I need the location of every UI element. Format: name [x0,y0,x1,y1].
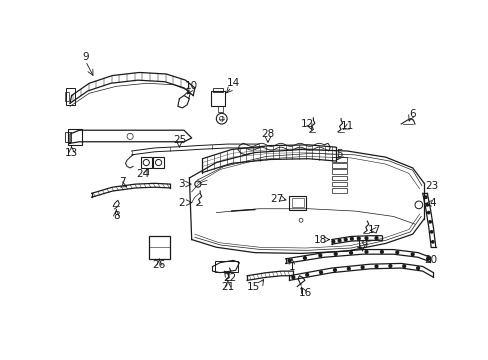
Circle shape [287,259,290,262]
Text: 13: 13 [65,148,78,158]
Circle shape [374,265,377,268]
Bar [291,198,304,207]
Circle shape [346,267,349,270]
Bar [289,195,306,210]
Text: 25: 25 [172,135,185,145]
Circle shape [305,274,308,276]
Bar [331,176,346,180]
Text: 7: 7 [119,177,125,187]
Bar [64,92,68,101]
Text: 21: 21 [221,282,234,292]
Text: 3: 3 [178,179,184,189]
Text: 9: 9 [82,52,89,62]
Text: 4: 4 [428,198,435,208]
Text: 11: 11 [340,121,353,131]
Text: 15: 15 [246,282,260,292]
Bar [331,188,346,193]
Circle shape [344,238,346,241]
Circle shape [426,204,427,206]
Bar [331,163,346,168]
Circle shape [374,237,377,239]
Text: 18: 18 [313,235,326,244]
Text: 22: 22 [223,273,236,283]
Circle shape [426,257,428,260]
Circle shape [395,251,398,254]
Circle shape [338,239,340,242]
Circle shape [402,265,405,267]
Bar [331,157,346,162]
Text: 26: 26 [152,260,165,270]
Circle shape [431,241,433,243]
Circle shape [303,257,305,260]
Text: 19: 19 [355,240,368,250]
Bar [331,182,346,186]
Circle shape [416,267,419,270]
Circle shape [319,271,322,274]
Text: 17: 17 [367,225,380,235]
Circle shape [388,265,391,267]
Bar [68,130,81,145]
Text: 10: 10 [185,81,198,91]
Bar [214,261,238,272]
Text: 5: 5 [336,149,342,159]
Bar [148,236,170,259]
Circle shape [365,237,367,239]
Bar [210,91,224,106]
Text: 2: 2 [178,198,184,208]
Text: 12: 12 [300,119,313,129]
Circle shape [318,254,321,257]
Circle shape [429,231,432,233]
Bar [331,170,346,174]
Text: 24: 24 [136,169,149,179]
Circle shape [357,237,360,240]
Bar [66,88,75,105]
Circle shape [424,196,426,198]
Text: 1: 1 [288,261,295,271]
Circle shape [291,276,294,279]
Circle shape [350,237,352,240]
Text: 20: 20 [423,255,436,265]
Circle shape [410,253,413,256]
Text: 27: 27 [269,194,283,204]
Circle shape [331,240,334,243]
Text: 8: 8 [113,211,119,221]
Text: 6: 6 [408,109,415,119]
Circle shape [361,266,363,269]
Circle shape [428,221,430,223]
Bar [213,88,222,93]
Circle shape [380,251,383,253]
Circle shape [333,269,336,271]
Circle shape [365,251,367,253]
Bar [218,106,222,112]
Text: 16: 16 [299,288,312,298]
Text: 14: 14 [226,78,240,88]
Text: 28: 28 [261,129,274,139]
Circle shape [349,251,352,254]
Bar [65,132,71,142]
Text: 23: 23 [425,181,438,191]
Circle shape [334,253,336,255]
Circle shape [427,211,429,214]
